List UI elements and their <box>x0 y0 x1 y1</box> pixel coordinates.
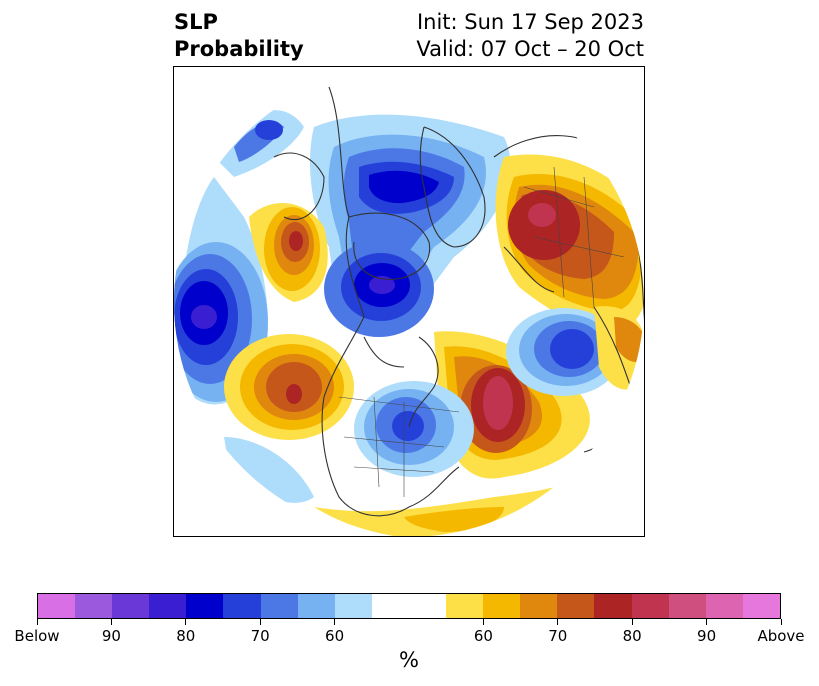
colorbar-segment <box>520 594 558 618</box>
anomaly-below-united-states <box>224 381 474 503</box>
colorbar-segment <box>112 594 150 618</box>
colorbar-segment <box>483 594 521 618</box>
colorbar-segment <box>705 594 743 618</box>
political-borders <box>338 166 625 497</box>
anomaly-above-siberia <box>495 154 644 332</box>
colorbar-unit: % <box>399 648 419 672</box>
colorbar-segment <box>668 594 706 618</box>
colorbar-tick <box>706 619 708 625</box>
colorbar-segment <box>557 594 595 618</box>
valid-range: Valid: 07 Oct – 20 Oct <box>416 37 644 61</box>
colorbar-segment <box>408 594 447 618</box>
init-date: Init: Sun 17 Sep 2023 <box>416 10 644 34</box>
anomaly-below-hudson-bay <box>324 241 434 337</box>
colorbar-tick-label: Above <box>757 627 805 645</box>
anomaly-above-north-pacific <box>224 334 354 440</box>
colorbar-tick-label: 90 <box>697 627 717 645</box>
map-panel <box>173 66 645 537</box>
map-dates: Init: Sun 17 Sep 2023 Valid: 07 Oct – 20… <box>416 9 644 63</box>
colorbar-tick-label: 80 <box>176 627 196 645</box>
anomaly-above-western-canada <box>249 203 328 302</box>
colorbar-tick-label: 60 <box>325 627 345 645</box>
title-variable: SLP <box>174 10 218 34</box>
colorbar-segment <box>631 594 669 618</box>
colorbar-segment <box>446 594 484 618</box>
probability-map <box>174 86 644 536</box>
colorbar-tick-label: 80 <box>622 627 642 645</box>
colorbar-tick-label: 60 <box>473 627 493 645</box>
colorbar-segment <box>38 594 76 618</box>
colorbar-segment <box>223 594 261 618</box>
colorbar-tick <box>482 619 484 625</box>
probability-shading <box>174 86 644 536</box>
colorbar-tick <box>334 619 336 625</box>
colorbar-segment <box>186 594 224 618</box>
colorbar-tick <box>185 619 187 625</box>
anomaly-below-aleutians <box>214 110 304 177</box>
colorbar-segment <box>334 594 372 618</box>
map-title: SLP Probability <box>174 9 304 63</box>
colorbar <box>37 593 781 619</box>
colorbar-tick <box>557 619 559 625</box>
colorbar-tick <box>631 619 633 625</box>
colorbar-tick <box>36 619 38 625</box>
colorbar-tick-label: 70 <box>548 627 568 645</box>
colorbar-segment <box>742 594 780 618</box>
colorbar-segment <box>297 594 335 618</box>
colorbar-segment <box>594 594 632 618</box>
anomaly-below-northern-europe <box>506 308 622 396</box>
anomaly-above-north-atlantic <box>434 331 590 479</box>
title-product: Probability <box>174 37 304 61</box>
colorbar-tick-label: Below <box>14 627 60 645</box>
colorbar-tick-label: 70 <box>250 627 270 645</box>
colorbar-tick-label: 90 <box>101 627 121 645</box>
colorbar-segment <box>260 594 298 618</box>
colorbar-tick <box>780 619 782 625</box>
colorbar-segment <box>149 594 187 618</box>
colorbar-segment <box>75 594 113 618</box>
colorbar-tick <box>259 619 261 625</box>
colorbar-tick <box>110 619 112 625</box>
colorbar-segment <box>371 594 409 618</box>
anomaly-above-subtropics <box>314 467 604 536</box>
